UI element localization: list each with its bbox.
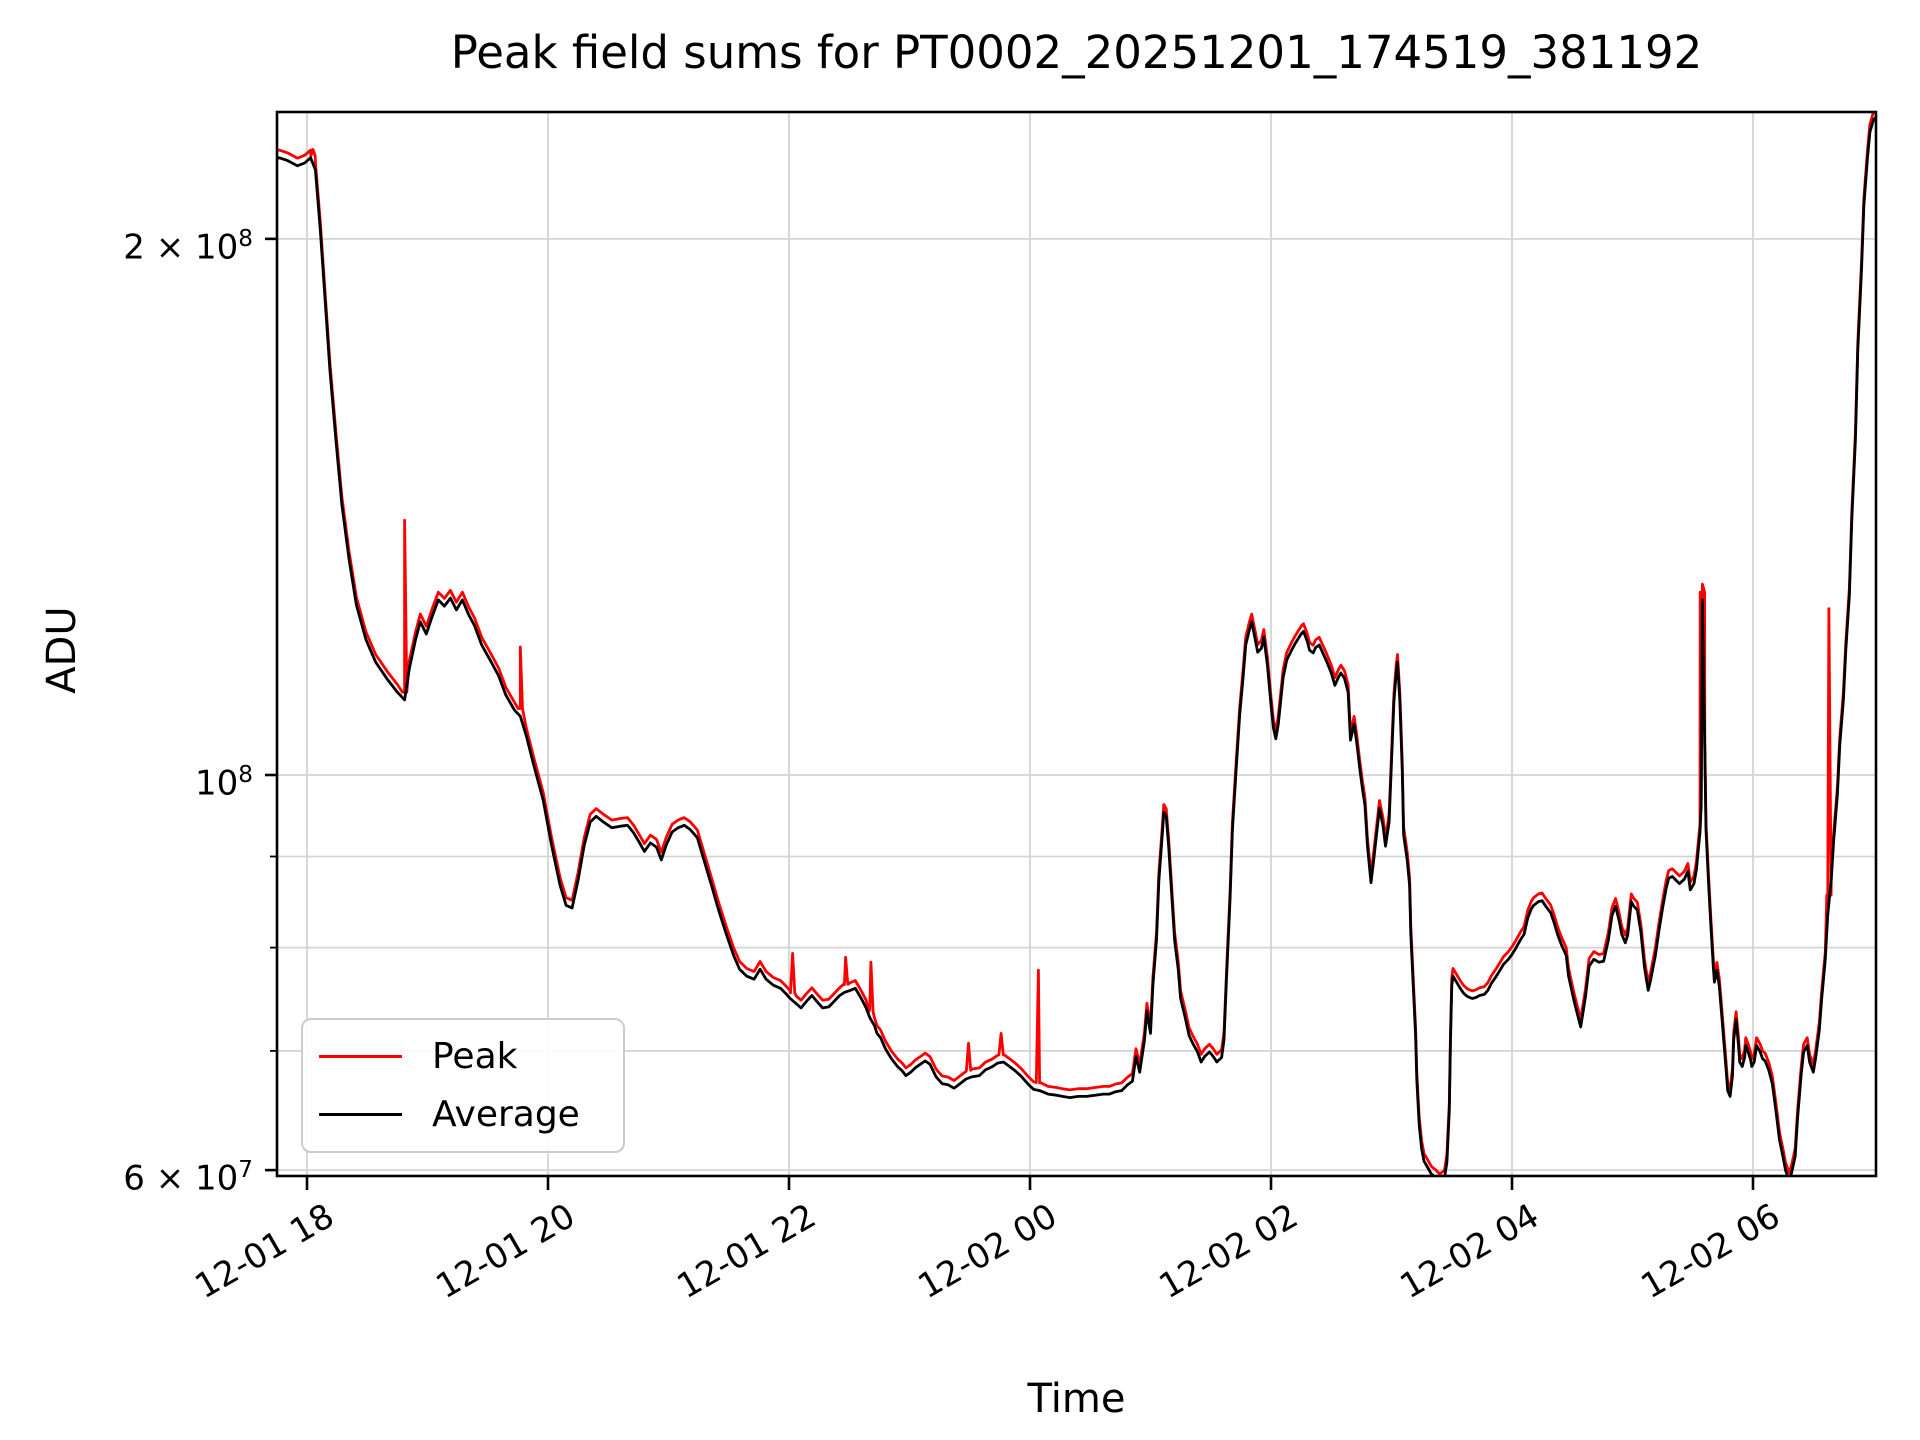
- tick-marks: [265, 237, 1755, 1190]
- average-line-sample: [319, 1112, 402, 1116]
- gridlines: [277, 112, 1876, 1176]
- legend-label-average: Average: [432, 1093, 580, 1135]
- y-tick-label: 6 × 107: [123, 1157, 253, 1199]
- y-tick-label: 108: [195, 762, 253, 804]
- legend-label-peak: Peak: [432, 1036, 518, 1078]
- peak-line-sample: [319, 1055, 402, 1059]
- axes-spines: [275, 110, 1878, 1178]
- legend: Peak Average: [301, 1018, 625, 1153]
- data-lines: [277, 112, 1876, 1176]
- y-tick-label: 2 × 108: [123, 225, 253, 268]
- legend-entry-average: Average: [303, 1094, 623, 1135]
- average-line: [277, 116, 1876, 1176]
- x-axis-title: Time: [1027, 1376, 1126, 1422]
- peak-line: [277, 112, 1876, 1176]
- chart-title: Peak field sums for PT0002_20251201_1745…: [450, 26, 1703, 79]
- legend-entry-peak: Peak: [303, 1036, 623, 1077]
